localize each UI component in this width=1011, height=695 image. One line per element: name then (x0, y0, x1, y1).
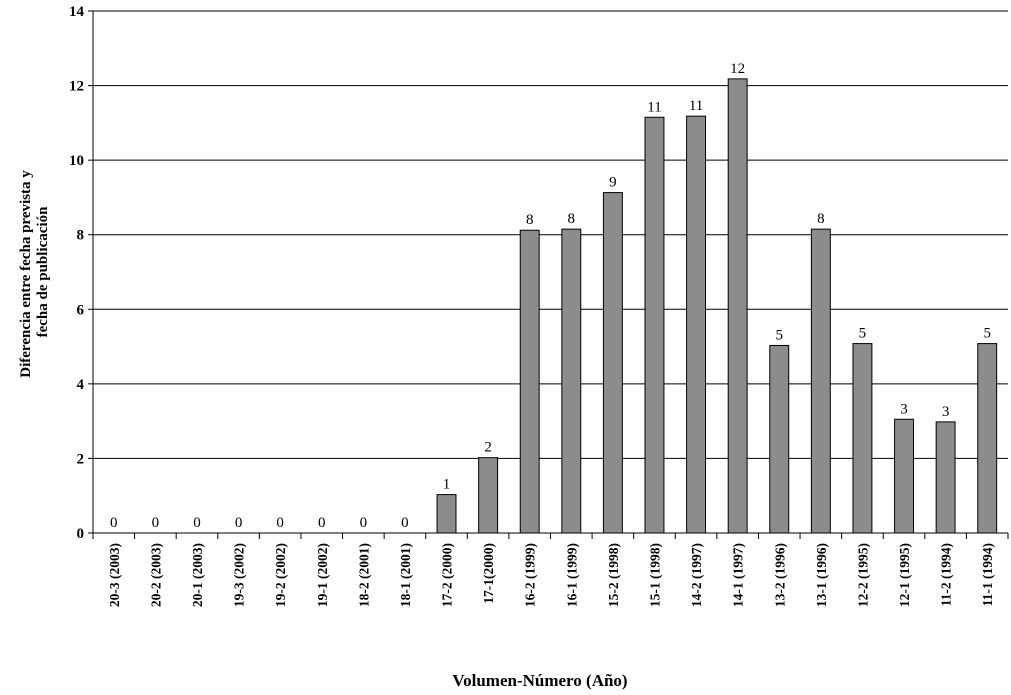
x-category-label: 11-1 (1994) (980, 543, 995, 606)
bar (478, 457, 499, 534)
x-category-label: 12-2 (1995) (855, 543, 870, 607)
y-tick-label: 12 (69, 79, 84, 95)
bar (810, 228, 831, 534)
x-category-label: 19-2 (2002) (273, 543, 288, 607)
x-category-label: 19-1 (2002) (315, 543, 330, 607)
bar (686, 115, 707, 534)
x-category-label: 17-1(2000) (481, 543, 496, 604)
x-category-label: 18-2 (2001) (356, 543, 371, 607)
x-category-label: 17-2 (2000) (440, 543, 455, 607)
x-category-label: 20-3 (2003) (107, 543, 122, 607)
bar (644, 116, 665, 534)
data-label: 0 (235, 515, 243, 531)
y-axis-title: Diferencia entre fecha prevista y fecha … (17, 166, 51, 377)
data-label: 9 (609, 175, 617, 191)
x-category-label: 13-2 (1996) (772, 543, 787, 607)
x-category-label: 14-1 (1997) (731, 543, 746, 607)
bar (602, 192, 623, 534)
bar (894, 418, 914, 534)
x-category-label: 20-2 (2003) (148, 543, 163, 607)
data-label: 12 (730, 61, 745, 77)
data-label: 8 (526, 212, 534, 228)
data-label: 3 (900, 401, 908, 417)
y-tick-label: 10 (69, 153, 84, 169)
data-label: 0 (401, 515, 409, 531)
x-category-label: 15-1 (1998) (647, 543, 662, 607)
data-label: 1 (443, 477, 451, 493)
bar (727, 78, 748, 534)
y-tick-label: 6 (77, 302, 85, 318)
gridlines (93, 10, 1008, 459)
bar (977, 343, 998, 534)
data-label: 2 (484, 440, 492, 456)
bar (519, 229, 540, 534)
x-category-label: 19-3 (2002) (232, 543, 247, 607)
bar (935, 421, 956, 534)
x-category-label: 14-2 (1997) (689, 543, 704, 607)
y-tick-label: 8 (77, 228, 85, 244)
bar (852, 343, 873, 534)
data-label: 8 (568, 211, 576, 227)
data-label: 0 (360, 515, 368, 531)
y-tick-label: 0 (77, 526, 85, 542)
data-label: 0 (152, 515, 160, 531)
data-label: 3 (942, 404, 950, 420)
y-tick-label: 2 (77, 451, 85, 467)
x-category-label: 18-1 (2001) (398, 543, 413, 607)
x-category-label: 13-1 (1996) (814, 543, 829, 607)
x-axis-title: Volumen-Número (Año) (452, 671, 627, 690)
data-label: 5 (859, 326, 867, 342)
bar (561, 228, 582, 534)
bar (769, 344, 790, 534)
x-axis-ticks: 20-3 (2003) 20-2 (2003) 20-1 (2003) 19-3 (2… (92, 533, 1009, 607)
x-category-label: 16-2 (1999) (523, 543, 538, 607)
x-category-label: 11-2 (1994) (939, 543, 954, 606)
x-category-label: 15-2 (1998) (606, 543, 621, 607)
x-category-label: 16-1 (1999) (564, 543, 579, 607)
data-label: 0 (318, 515, 326, 531)
data-label: 0 (276, 515, 284, 531)
data-label: 5 (983, 326, 991, 342)
bar (436, 494, 457, 534)
data-label: 0 (193, 515, 201, 531)
data-label: 8 (817, 211, 825, 227)
data-label: 5 (776, 327, 784, 343)
x-category-label: 12-1 (1995) (897, 543, 912, 607)
y-axis-title-line-2: fecha de publicación (35, 206, 51, 337)
data-label: 11 (689, 98, 703, 114)
y-axis-ticks: 0 2 4 6 8 10 12 14 (69, 4, 93, 542)
data-label: 11 (647, 99, 661, 115)
x-category-label: 20-1 (2003) (190, 543, 205, 607)
y-axis-title-line-1: Diferencia entre fecha prevista y (18, 170, 34, 378)
data-label: 0 (110, 515, 118, 531)
y-tick-label: 4 (77, 377, 85, 393)
y-tick-label: 14 (69, 4, 85, 20)
